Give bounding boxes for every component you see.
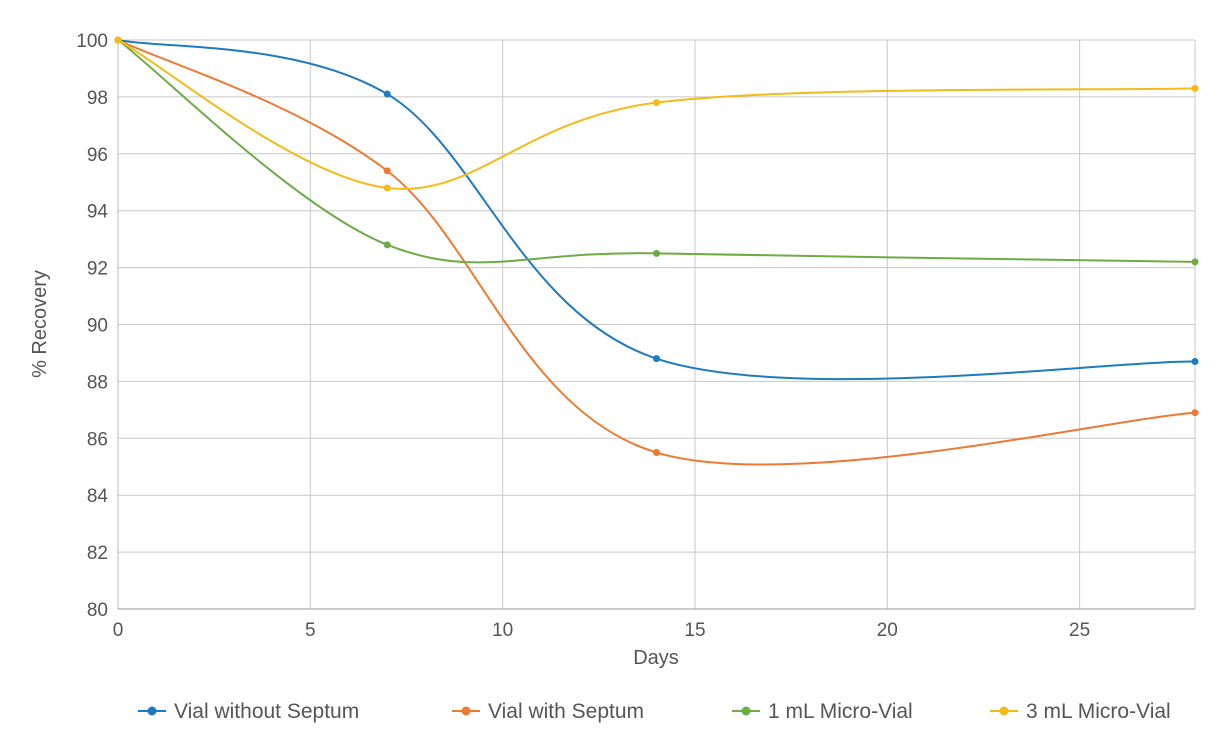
y-tick-label: 88 (87, 372, 108, 393)
legend-item-1-ml-micro-vial: 1 mL Micro-Vial (732, 700, 913, 723)
y-tick-label: 92 (87, 259, 108, 280)
series-line-3-ml-micro-vial (117, 39, 1196, 190)
x-tick-label: 15 (684, 620, 705, 641)
x-axis-title: Days (633, 647, 679, 669)
data-point-vial-without-septum (1191, 357, 1199, 365)
data-point-3-ml-micro-vial (114, 36, 122, 44)
y-tick-label: 98 (87, 88, 108, 109)
data-point-vial-without-septum (653, 355, 660, 363)
y-tick-label: 94 (87, 202, 109, 223)
x-tick-label: 0 (113, 620, 124, 641)
legend-item-vial-with-septum: Vial with Septum (452, 700, 644, 723)
y-tick-label: 100 (76, 31, 108, 52)
series-layer (114, 36, 1199, 466)
y-tick-label: 84 (87, 486, 109, 507)
legend: Vial without Septum Vial with Septum 1 mL … (138, 700, 1171, 723)
y-tick-label: 90 (87, 316, 108, 337)
x-tick-labels: 0 5 10 15 20 25 (113, 620, 1090, 641)
data-point-3-ml-micro-vial (653, 99, 660, 107)
data-point-1-ml-micro-vial (383, 241, 391, 249)
grid-lines (118, 39, 1196, 609)
y-tick-label: 86 (87, 429, 108, 450)
legend-item-3-ml-micro-vial: 3 mL Micro-Vial (990, 700, 1171, 723)
data-point-1-ml-micro-vial (653, 249, 660, 257)
y-tick-label: 82 (87, 543, 108, 564)
data-point-vial-with-septum (1191, 409, 1199, 417)
data-point-1-ml-micro-vial (1191, 258, 1199, 266)
x-tick-label: 5 (305, 620, 316, 641)
legend-marker (147, 706, 157, 716)
x-tick-label: 25 (1069, 620, 1090, 641)
series-3-ml-micro-vial (114, 36, 1199, 192)
x-tick-label: 10 (492, 620, 513, 641)
y-tick-label: 80 (87, 600, 108, 621)
data-point-vial-without-septum (383, 90, 391, 98)
y-axis-title: % Recovery (29, 270, 51, 378)
y-tick-label: 96 (87, 145, 108, 166)
data-point-3-ml-micro-vial (1191, 84, 1199, 92)
legend-label: 1 mL Micro-Vial (768, 700, 913, 723)
series-line-vial-without-septum (117, 39, 1196, 381)
series-1-ml-micro-vial (114, 36, 1199, 266)
legend-label: 3 mL Micro-Vial (1026, 700, 1171, 723)
legend-marker (461, 706, 471, 716)
y-tick-labels: 80 82 84 86 88 90 92 94 96 98 100 (76, 31, 108, 621)
data-point-vial-with-septum (383, 167, 391, 175)
legend-label: Vial without Septum (174, 700, 359, 723)
data-point-vial-with-septum (653, 449, 660, 457)
legend-item-vial-without-septum: Vial without Septum (138, 700, 359, 723)
data-point-3-ml-micro-vial (383, 184, 391, 192)
axes (117, 40, 1195, 610)
legend-marker (741, 706, 751, 716)
legend-label: Vial with Septum (488, 700, 644, 723)
series-line-vial-with-septum (117, 39, 1196, 466)
x-tick-label: 20 (877, 620, 898, 641)
series-line-1-ml-micro-vial (117, 39, 1196, 264)
legend-marker (999, 706, 1009, 716)
series-vial-without-septum (114, 36, 1199, 381)
